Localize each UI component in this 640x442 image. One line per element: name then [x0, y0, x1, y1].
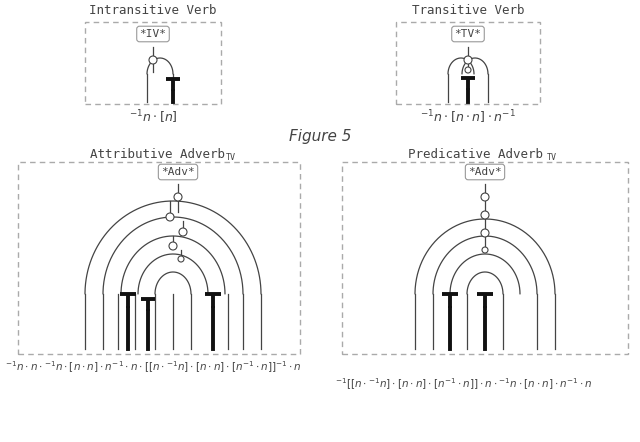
Text: *IV*: *IV* — [140, 29, 166, 39]
Bar — [396, 22, 540, 104]
Text: TV: TV — [547, 152, 557, 161]
Circle shape — [481, 211, 489, 219]
Circle shape — [481, 229, 489, 237]
Circle shape — [166, 213, 174, 221]
Circle shape — [464, 56, 472, 64]
Bar — [342, 162, 628, 354]
Circle shape — [174, 193, 182, 201]
Text: Figure 5: Figure 5 — [289, 130, 351, 145]
Bar — [85, 22, 221, 104]
Text: Attributive Adverb: Attributive Adverb — [90, 148, 225, 160]
Circle shape — [482, 247, 488, 253]
Text: *Adv*: *Adv* — [161, 167, 195, 177]
Text: $^{-1}n \cdot [n \cdot n] \cdot n^{-1}$: $^{-1}n \cdot [n \cdot n] \cdot n^{-1}$ — [420, 108, 516, 126]
Text: ${}^{-1}[[n \cdot {}^{-1}n] \cdot [n \cdot n] \cdot [n^{-1} \cdot n]] \cdot n \c: ${}^{-1}[[n \cdot {}^{-1}n] \cdot [n \cd… — [335, 376, 593, 392]
Circle shape — [149, 56, 157, 64]
Bar — [18, 162, 300, 354]
Text: Transitive Verb: Transitive Verb — [412, 4, 524, 16]
Circle shape — [178, 256, 184, 262]
Circle shape — [465, 67, 471, 73]
Text: TV: TV — [226, 152, 236, 161]
Circle shape — [179, 228, 187, 236]
Text: $^{-1}n \cdot n \cdot {}^{-1}n \cdot [n \cdot n] \cdot n^{-1} \cdot n \cdot [[n : $^{-1}n \cdot n \cdot {}^{-1}n \cdot [n … — [5, 359, 301, 375]
Circle shape — [481, 193, 489, 201]
Text: Intransitive Verb: Intransitive Verb — [89, 4, 217, 16]
Text: Predicative Adverb: Predicative Adverb — [408, 148, 543, 160]
Text: *TV*: *TV* — [454, 29, 481, 39]
Circle shape — [169, 242, 177, 250]
Text: *Adv*: *Adv* — [468, 167, 502, 177]
Text: $^{-1}n \cdot [n]$: $^{-1}n \cdot [n]$ — [129, 108, 177, 126]
